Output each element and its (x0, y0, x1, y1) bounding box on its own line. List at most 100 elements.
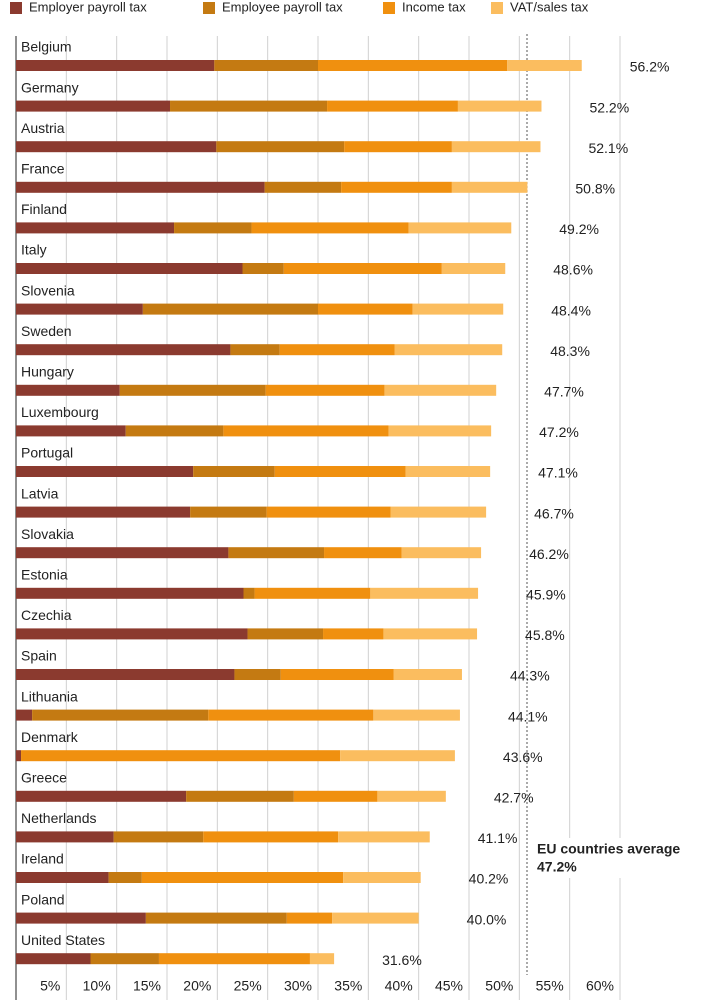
category-label: Ireland (21, 851, 64, 867)
bar-segment (90, 953, 159, 965)
bar-segment (451, 141, 541, 153)
total-label: 46.2% (529, 546, 569, 562)
bar-segment (451, 181, 528, 193)
bar-segment (247, 628, 324, 640)
category-label: Netherlands (21, 810, 97, 826)
bar-segment (16, 587, 244, 599)
bar-segment (293, 790, 378, 802)
total-label: 48.3% (550, 343, 590, 359)
total-label: 52.1% (588, 140, 628, 156)
bar-segment (234, 669, 281, 680)
x-tick-label: 50% (485, 978, 513, 994)
bar-segment (393, 669, 462, 680)
bar-segment (265, 384, 385, 396)
category-label: Portugal (21, 445, 73, 461)
bar-segment (16, 344, 231, 356)
bar-segment (16, 912, 146, 924)
category-label: Latvia (21, 485, 59, 501)
bar-segment (283, 263, 442, 274)
bar-segment (16, 60, 215, 71)
bar-segment (242, 263, 284, 274)
bar-segment (401, 547, 482, 559)
bar-segment (341, 181, 452, 193)
bar-segment (16, 831, 114, 843)
legend-swatch (203, 2, 215, 14)
total-label: 40.0% (467, 911, 507, 927)
bar-segment (32, 709, 209, 721)
category-label: Luxembourg (21, 404, 99, 420)
total-label: 45.8% (525, 627, 565, 643)
bar-segment (125, 425, 224, 437)
category-label: Czechia (21, 607, 72, 623)
total-label: 45.9% (526, 587, 566, 603)
bar-segment (186, 790, 294, 802)
total-label: 44.3% (510, 668, 550, 684)
bar-segment (286, 912, 333, 924)
total-label: 48.4% (551, 302, 591, 318)
bar-segment (113, 831, 204, 843)
bar-segment (344, 141, 452, 153)
bar-segment (16, 100, 171, 112)
bar-segment (16, 425, 126, 437)
bar-segment (324, 547, 402, 559)
bar-segment (390, 506, 487, 518)
bar-segment (203, 831, 339, 843)
category-label: Denmark (21, 729, 79, 745)
x-tick-label: 60% (586, 978, 614, 994)
bar-segment (441, 263, 506, 274)
legend-label: Employee payroll tax (222, 0, 343, 14)
bar-segment (16, 141, 217, 153)
category-label: United States (21, 932, 105, 948)
bar-segment (394, 344, 503, 356)
bar-segment (16, 466, 194, 477)
category-label: Slovenia (21, 282, 75, 298)
bar-segment (340, 750, 455, 762)
bar-segment (274, 466, 406, 477)
category-label: Italy (21, 242, 47, 258)
bar-segment (16, 263, 243, 274)
bar-segment (21, 750, 341, 762)
bar-segment (170, 100, 328, 112)
total-label: 47.2% (539, 424, 579, 440)
category-label: Finland (21, 201, 67, 217)
x-tick-label: 55% (536, 978, 564, 994)
bar-segment (279, 344, 395, 356)
total-label: 46.7% (534, 505, 574, 521)
category-label: Estonia (21, 567, 68, 583)
total-label: 56.2% (630, 59, 670, 75)
category-label: Sweden (21, 323, 72, 339)
bar-segment (507, 60, 582, 71)
bar-segment (119, 384, 266, 396)
x-tick-label: 40% (385, 978, 413, 994)
bar-segment (16, 872, 109, 883)
bar-segment (145, 912, 287, 924)
bar-segment (280, 669, 394, 680)
bar-segment (193, 466, 275, 477)
bar-segment (370, 587, 479, 599)
bar-segment (309, 953, 335, 965)
bar-segment (318, 303, 413, 315)
total-label: 31.6% (382, 952, 422, 968)
bar-segment (373, 709, 460, 721)
x-tick-label: 10% (83, 978, 111, 994)
x-tick-label: 15% (133, 978, 161, 994)
bar-segment (142, 303, 318, 315)
bar-segment (223, 425, 389, 437)
category-label: France (21, 161, 65, 177)
annotation-bg (533, 838, 709, 878)
bar-segment (323, 628, 384, 640)
bar-segment (16, 709, 33, 721)
category-label: Slovakia (21, 526, 74, 542)
bar-segment (343, 872, 421, 883)
bar-segment (16, 222, 175, 234)
annotation-text: EU countries average (537, 841, 680, 857)
bar-segment (264, 181, 342, 193)
category-label: Greece (21, 770, 67, 786)
category-label: Spain (21, 648, 57, 664)
bar-segment (16, 750, 22, 762)
bar-segment (208, 709, 374, 721)
bar-segment (108, 872, 142, 883)
x-tick-label: 25% (234, 978, 262, 994)
bar-segment (16, 384, 120, 396)
total-label: 50.8% (575, 181, 615, 197)
